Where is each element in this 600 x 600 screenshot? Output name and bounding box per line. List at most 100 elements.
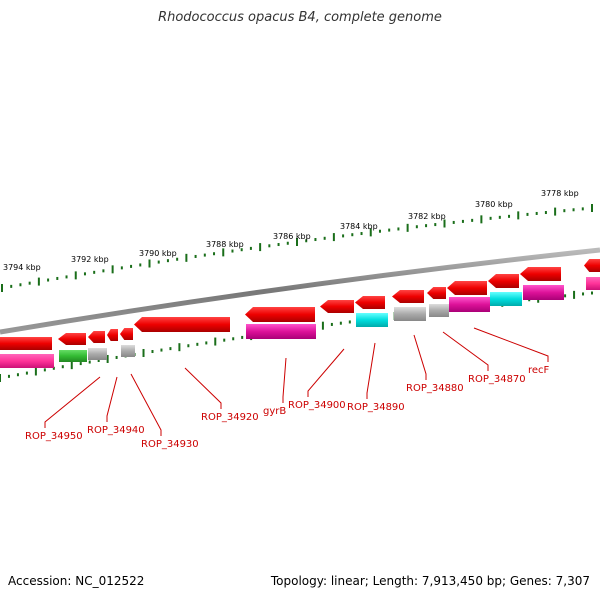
gene-label: ROP_34930 <box>141 439 199 450</box>
gene-feature <box>449 297 490 312</box>
scale-tick <box>160 348 163 352</box>
scale-tick <box>581 207 584 211</box>
scale-tick <box>330 322 333 326</box>
genome-summary-text: Topology: linear; Length: 7,913,450 bp; … <box>270 574 590 588</box>
gene-feature <box>320 300 354 313</box>
scale-tick <box>178 343 181 352</box>
scale-tick <box>214 337 217 346</box>
gene-label: recF <box>528 365 550 376</box>
scale-tick <box>151 350 154 354</box>
scale-tick <box>526 212 529 216</box>
scale-tick <box>425 224 428 228</box>
gene-label: ROP_34940 <box>87 425 145 436</box>
scale-tick <box>517 211 520 220</box>
scale-tick <box>187 344 190 348</box>
label-leaders <box>44 327 549 436</box>
scale-tick <box>305 239 308 243</box>
gene-feature <box>584 259 600 272</box>
accession-text: Accession: NC_012522 <box>8 574 145 588</box>
gene-label: ROP_34870 <box>468 374 526 385</box>
gene-feature <box>488 274 519 288</box>
scale-tick <box>535 211 538 215</box>
gene-feature <box>0 354 54 368</box>
scale-tick <box>25 371 28 375</box>
scale-tick <box>434 223 437 227</box>
scale-tick <box>388 228 391 232</box>
scale-tick <box>406 223 409 232</box>
scale-tick <box>452 220 455 224</box>
scale-tick <box>139 263 142 267</box>
scale-tick <box>222 248 225 257</box>
scale-tick <box>249 246 252 250</box>
scale-tick <box>102 269 105 273</box>
scale-tick <box>194 254 197 258</box>
gene-feature <box>586 277 600 290</box>
gene-feature <box>245 307 315 322</box>
scale-tick <box>166 259 169 263</box>
scale-tick <box>0 374 1 382</box>
gene-feature <box>121 345 135 357</box>
leader-line <box>366 342 376 399</box>
gene-label: ROP_34950 <box>25 431 83 442</box>
scale-tick <box>277 243 280 247</box>
scale-tick <box>360 232 363 236</box>
scale-tick <box>572 208 575 212</box>
scale-tick <box>508 214 511 218</box>
scale-tick <box>232 337 235 341</box>
scale-labels: 3794 kbp 3792 kbp 3790 kbp 3788 kbp 3786 kbp… <box>3 189 579 272</box>
scale-tick <box>1 284 3 292</box>
scale-tick <box>115 355 118 359</box>
scale-label: 3788 kbp <box>206 240 244 249</box>
gene-feature <box>120 328 133 340</box>
scale-tick <box>342 234 345 238</box>
scale-tick <box>34 367 37 376</box>
scale-tick <box>231 249 234 253</box>
scale-tick <box>351 233 354 237</box>
scale-label: 3790 kbp <box>139 249 177 258</box>
gene-features <box>0 259 600 368</box>
leader-line <box>442 331 489 371</box>
scale-tick <box>7 374 10 378</box>
leader-line <box>307 348 345 397</box>
scale-tick <box>314 238 317 242</box>
scale-tick <box>240 248 243 252</box>
scale-label: 3782 kbp <box>408 212 446 221</box>
scale-tick <box>169 347 172 351</box>
scale-tick <box>378 229 381 233</box>
scale-tick <box>564 294 567 298</box>
scale-tick <box>196 342 199 346</box>
scale-tick <box>37 277 40 286</box>
scale-tick <box>489 216 492 220</box>
gene-feature <box>88 331 105 343</box>
leader-line <box>184 367 222 409</box>
scale-tick <box>157 260 160 264</box>
scale-tick <box>47 278 50 282</box>
gene-feature <box>355 296 385 309</box>
gene-feature <box>107 329 118 341</box>
scale-tick <box>28 281 31 285</box>
leader-line <box>413 334 427 380</box>
scale-tick <box>111 265 114 274</box>
scale-tick <box>471 218 474 222</box>
gene-label: ROP_34880 <box>406 383 464 394</box>
scale-tick <box>203 253 206 257</box>
scale-tick <box>43 368 46 372</box>
gene-label: ROP_34890 <box>347 402 405 413</box>
scale-tick <box>573 290 576 299</box>
scale-tick <box>142 348 145 357</box>
scale-tick <box>61 365 64 369</box>
scale-tick <box>130 264 133 268</box>
scale-tick <box>480 215 483 224</box>
scale-label: 3792 kbp <box>71 255 109 264</box>
scale-tick <box>241 335 244 339</box>
scale-tick <box>106 354 109 363</box>
scale-tick <box>415 225 418 229</box>
scale-tick <box>339 321 342 325</box>
scale-tick <box>582 292 585 296</box>
scale-tick <box>348 320 351 324</box>
scale-tick <box>10 284 13 288</box>
gene-feature <box>58 333 86 345</box>
scale-tick <box>74 271 77 280</box>
leader-line <box>282 357 287 403</box>
scale-tick <box>97 359 100 362</box>
